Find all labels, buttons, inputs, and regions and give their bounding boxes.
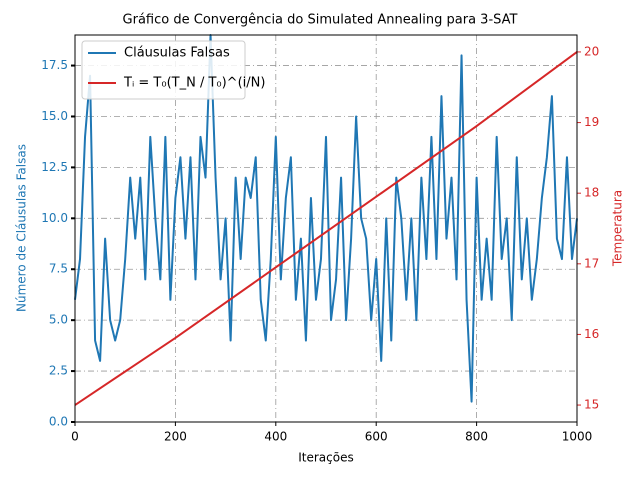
y-tick-label: 2.5 — [49, 364, 68, 378]
y2-tick-label: 18 — [584, 186, 599, 200]
y2-tick-label: 17 — [584, 256, 599, 270]
y-tick-label: 12.5 — [41, 160, 68, 174]
x-tick-label: 400 — [264, 430, 287, 444]
x-tick-label: 600 — [365, 430, 388, 444]
y-tick-label: 0.0 — [49, 415, 68, 429]
chart-title: Gráfico de Convergência do Simulated Ann… — [123, 13, 518, 28]
y-tick-label: 15.0 — [41, 109, 68, 123]
legend-label: Cláusulas Falsas — [124, 46, 230, 61]
data-line — [74, 34, 578, 403]
x-tick-label: 0 — [71, 430, 79, 444]
x-axis-label: Iterações — [298, 451, 354, 465]
y-tick-label: 7.5 — [49, 262, 68, 276]
x-tick-label: 200 — [164, 430, 187, 444]
y2-tick-label: 16 — [584, 327, 599, 341]
data-line — [74, 51, 578, 406]
y2-tick-label: 19 — [584, 115, 599, 129]
y-tick-label: 5.0 — [49, 313, 68, 327]
y2-tick-label: 20 — [584, 44, 599, 58]
y-tick-label: 17.5 — [41, 58, 68, 72]
y-tick-label: 10.0 — [41, 211, 68, 225]
plot-frame — [74, 34, 578, 423]
legend-box — [81, 40, 246, 100]
x-tick-label: 800 — [465, 430, 488, 444]
y2-axis-label: Temperatura — [611, 190, 625, 267]
y2-tick-label: 15 — [584, 398, 599, 412]
x-tick-label: 1000 — [562, 430, 593, 444]
y-axis-label: Número de Cláusulas Falsas — [15, 144, 29, 312]
legend-label: Tᵢ = T₀(T_N / T₀)^(i/N) — [123, 76, 265, 91]
